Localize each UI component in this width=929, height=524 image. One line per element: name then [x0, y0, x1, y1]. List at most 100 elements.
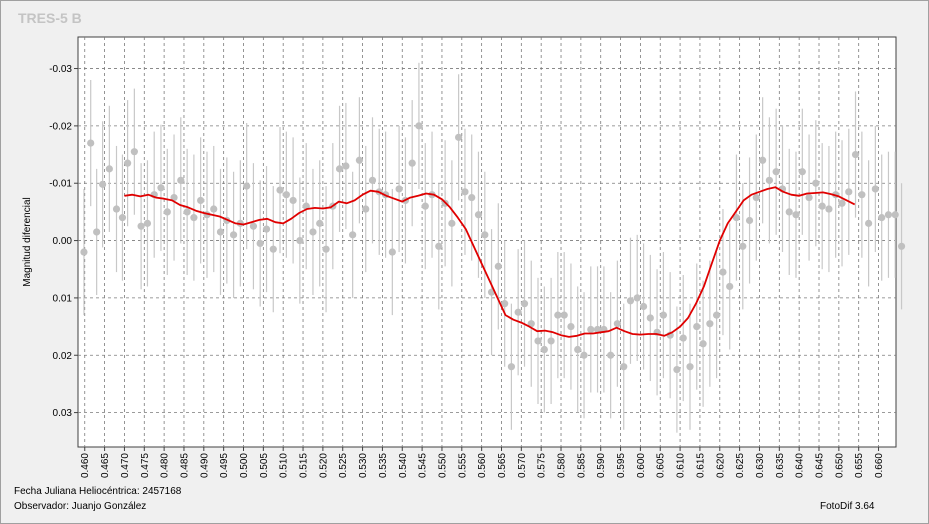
x-tick-label: 0.560: [477, 453, 488, 478]
data-point: [130, 148, 138, 156]
y-tick-label: -0.02: [49, 121, 72, 132]
data-point: [527, 320, 535, 328]
data-point: [105, 165, 113, 173]
data-point: [355, 156, 363, 164]
y-tick-label: -0.01: [49, 179, 72, 190]
data-point: [825, 205, 833, 213]
x-tick-label: 0.660: [874, 453, 885, 478]
data-point: [112, 205, 121, 213]
x-tick-label: 0.460: [80, 453, 91, 478]
data-point: [474, 211, 483, 219]
data-point: [99, 180, 107, 188]
x-tick-label: 0.595: [616, 453, 627, 478]
y-axis-label: Magnitud diferencial: [22, 197, 33, 287]
x-tick-label: 0.630: [755, 453, 766, 478]
data-point: [891, 211, 899, 219]
data-point: [580, 351, 588, 359]
data-point: [468, 193, 476, 202]
data-point: [765, 176, 773, 184]
data-point: [752, 193, 760, 202]
data-point: [118, 214, 127, 222]
data-point: [633, 294, 641, 302]
data-point: [726, 282, 734, 291]
data-point: [884, 211, 893, 219]
data-point: [540, 345, 548, 354]
observer-label: Observador: Juanjo González: [14, 501, 147, 512]
data-point: [639, 302, 648, 311]
data-point: [163, 208, 171, 216]
x-tick-label: 0.495: [219, 453, 230, 478]
data-point: [514, 308, 522, 316]
x-tick-label: 0.585: [576, 453, 587, 478]
data-point: [282, 191, 290, 199]
data-point: [243, 182, 251, 190]
data-point: [878, 214, 886, 222]
data-point: [157, 184, 165, 192]
data-point: [177, 176, 185, 184]
data-point: [190, 214, 198, 222]
data-point: [858, 191, 866, 199]
data-point: [124, 159, 132, 167]
data-point: [812, 179, 820, 187]
data-point: [851, 150, 860, 159]
grid-lines: [74, 37, 896, 451]
data-point: [607, 351, 615, 359]
data-point: [262, 225, 271, 233]
data-point: [759, 156, 767, 164]
data-point: [481, 231, 489, 239]
x-tick-label: 0.550: [437, 453, 448, 478]
data-point: [897, 242, 906, 250]
x-tick-label: 0.510: [279, 453, 290, 478]
data-point: [785, 208, 793, 216]
x-tick-label: 0.605: [656, 453, 667, 478]
data-point: [461, 188, 469, 196]
data-point: [732, 214, 741, 222]
x-tick-label: 0.570: [517, 453, 528, 478]
data-point: [342, 162, 350, 170]
data-point: [745, 216, 754, 225]
data-point: [798, 168, 806, 176]
data-point: [448, 219, 456, 227]
data-point: [706, 320, 714, 328]
data-point: [871, 185, 879, 193]
x-tick-label: 0.540: [398, 453, 409, 478]
x-tick-label: 0.635: [775, 453, 786, 478]
x-tick-labels: 0.460 0.465 0.470 0.475 0.480 0.485 0.490 0.495…: [80, 453, 885, 478]
data-point: [699, 340, 707, 348]
data-point: [276, 186, 284, 194]
x-tick-label: 0.565: [497, 453, 508, 478]
data-point: [395, 185, 403, 193]
data-point: [693, 322, 701, 331]
chart-title: TRES-5 B: [18, 10, 82, 26]
fit-curve: [124, 186, 856, 338]
data-point: [362, 205, 370, 213]
data-point: [335, 165, 344, 173]
data-point: [792, 211, 800, 219]
data-point: [838, 199, 846, 207]
y-tick-label: -0.03: [49, 64, 72, 75]
data-point: [574, 345, 582, 354]
x-tick-label: 0.625: [735, 453, 746, 478]
data-point: [269, 245, 277, 253]
data-point: [865, 219, 873, 227]
x-tick-label: 0.515: [299, 453, 310, 478]
data-point: [673, 365, 681, 374]
x-tick-label: 0.575: [537, 453, 548, 478]
data-point: [87, 139, 95, 147]
data-point: [408, 159, 416, 167]
data-point: [435, 242, 443, 250]
data-point: [289, 196, 297, 205]
x-tick-label: 0.470: [120, 453, 131, 478]
x-tick-label: 0.655: [854, 453, 865, 478]
data-point: [368, 176, 377, 184]
data-point: [805, 193, 813, 202]
data-point: [296, 236, 304, 245]
x-tick-label: 0.465: [100, 453, 111, 478]
x-tick-label: 0.480: [160, 453, 171, 478]
data-point: [626, 297, 635, 305]
data-point: [316, 219, 324, 227]
x-tick-label: 0.545: [418, 453, 429, 478]
data-point: [256, 239, 264, 248]
x-tick-label: 0.535: [378, 453, 389, 478]
